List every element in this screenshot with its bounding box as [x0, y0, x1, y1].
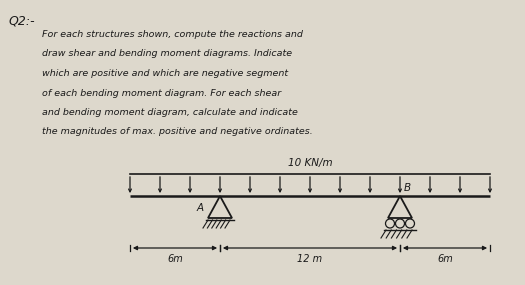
Text: draw shear and bending moment diagrams. Indicate: draw shear and bending moment diagrams. …	[42, 50, 292, 58]
Text: 10 KN/m: 10 KN/m	[288, 158, 332, 168]
Text: A: A	[197, 203, 204, 213]
Text: For each structures shown, compute the reactions and: For each structures shown, compute the r…	[42, 30, 303, 39]
Text: which are positive and which are negative segment: which are positive and which are negativ…	[42, 69, 288, 78]
Text: B: B	[404, 183, 411, 193]
Text: the magnitudes of max. positive and negative ordinates.: the magnitudes of max. positive and nega…	[42, 127, 313, 137]
Text: 6m: 6m	[437, 254, 453, 264]
Text: 12 m: 12 m	[298, 254, 322, 264]
Text: of each bending moment diagram. For each shear: of each bending moment diagram. For each…	[42, 89, 281, 97]
Text: Q2:-: Q2:-	[8, 14, 35, 27]
Text: and bending moment diagram, calculate and indicate: and bending moment diagram, calculate an…	[42, 108, 298, 117]
Text: 6m: 6m	[167, 254, 183, 264]
